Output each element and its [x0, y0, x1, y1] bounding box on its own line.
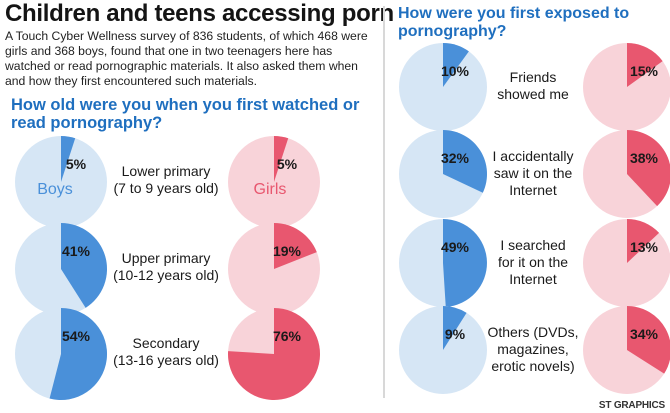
girls-age-pie-2-slice: [274, 223, 317, 269]
girls-exposure-pie-4-value: 34%: [630, 326, 659, 342]
girls-age-pie-1-value: 5%: [277, 156, 298, 172]
age-label-1: Lower primary (7 to 9 years old): [113, 163, 219, 196]
exposure-label-4: Others (DVDs, magazines, erotic novels): [487, 323, 579, 374]
girls-exposure-pie-2-slice: [627, 130, 670, 207]
intro-text: A Touch Cyber Wellness survey of 836 stu…: [5, 29, 368, 88]
girls-age-pie-3-value: 76%: [273, 328, 302, 344]
boys-age-pie-2-value: 41%: [62, 243, 91, 259]
age-label-3: Secondary (13-16 years old): [113, 335, 219, 368]
boys-age-pie-1-slice: [61, 136, 76, 182]
age-label-2: Upper primary (10-12 years old): [113, 250, 219, 283]
boys-age-pie-2-slice: [61, 223, 108, 308]
legend-boys: Boys: [37, 181, 73, 198]
exposure-label-1: Friends showed me: [497, 69, 569, 102]
boys-age-pie-3-slice: [49, 308, 108, 400]
exposure-label-2: I accidentally saw it on the Internet: [492, 147, 574, 198]
age-question-title: How old were you when you first watched …: [11, 96, 360, 132]
boys-exposure-pie-2-slice: [443, 130, 487, 193]
boys-exposure-pie-1-value: 10%: [441, 63, 470, 79]
exposure-question-title: How were you first exposed to pornograph…: [398, 5, 630, 40]
boys-age-pie-1-value: 5%: [66, 156, 87, 172]
girls-age-pie-2-value: 19%: [273, 243, 302, 259]
girls-exposure-pie-3-value: 13%: [630, 239, 659, 255]
girls-age-pie-1-slice: [274, 136, 289, 182]
girls-exposure-pie-4-slice: [627, 306, 670, 374]
girls-exposure-pie-1-slice: [627, 43, 663, 87]
page-title: Children and teens accessing porn: [5, 0, 394, 27]
legend-girls: Girls: [254, 181, 287, 198]
girls-age-pie-3-slice: [227, 308, 320, 400]
exposure-label-3: I searched for it on the Internet: [497, 236, 569, 287]
boys-exposure-pie-1-slice: [443, 43, 469, 87]
boys-exposure-pie-3-value: 49%: [441, 239, 470, 255]
girls-exposure-pie-1-value: 15%: [630, 63, 659, 79]
boys-exposure-pie-3-slice: [443, 219, 487, 307]
girls-exposure-pie-2-value: 38%: [630, 150, 659, 166]
boys-exposure-pie-4-slice: [443, 306, 467, 350]
boys-exposure-pie-2-value: 32%: [441, 150, 470, 166]
boys-exposure-pie-4-value: 9%: [445, 326, 466, 342]
column-divider: [383, 6, 385, 398]
credit: ST GRAPHICS: [598, 400, 665, 411]
boys-age-pie-3-value: 54%: [62, 328, 91, 344]
girls-exposure-pie-3-slice: [627, 219, 660, 263]
